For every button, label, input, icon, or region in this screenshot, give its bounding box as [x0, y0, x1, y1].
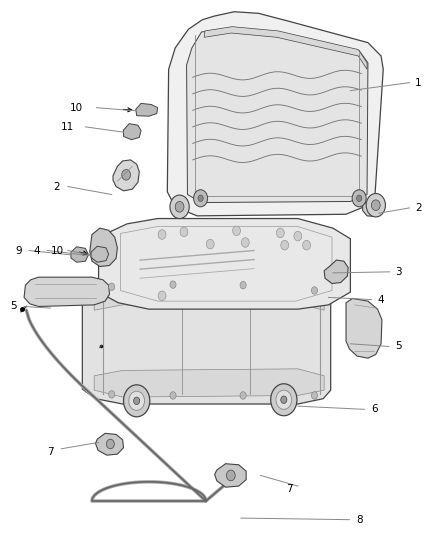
Text: 7: 7 — [286, 484, 293, 494]
Circle shape — [134, 397, 140, 405]
Circle shape — [109, 391, 115, 398]
Polygon shape — [124, 124, 141, 140]
Text: 10: 10 — [50, 246, 64, 255]
Circle shape — [124, 385, 150, 417]
Circle shape — [206, 239, 214, 249]
Polygon shape — [324, 260, 348, 284]
Circle shape — [226, 470, 235, 481]
Circle shape — [170, 195, 189, 219]
Text: 4: 4 — [378, 295, 385, 304]
Text: 10: 10 — [70, 103, 83, 112]
Text: 11: 11 — [61, 122, 74, 132]
Circle shape — [170, 281, 176, 288]
Circle shape — [276, 390, 292, 409]
Polygon shape — [99, 219, 350, 309]
Text: 2: 2 — [53, 182, 60, 191]
Text: 4: 4 — [34, 246, 41, 255]
Polygon shape — [91, 246, 109, 262]
Polygon shape — [113, 160, 139, 191]
Polygon shape — [90, 228, 117, 266]
Circle shape — [271, 384, 297, 416]
Polygon shape — [363, 195, 383, 216]
Text: 6: 6 — [371, 405, 378, 414]
Circle shape — [371, 200, 380, 211]
Circle shape — [180, 227, 188, 237]
Text: 3: 3 — [395, 267, 402, 277]
Circle shape — [170, 392, 176, 399]
Polygon shape — [94, 287, 324, 310]
Circle shape — [158, 291, 166, 301]
Text: 5: 5 — [10, 302, 17, 311]
Circle shape — [129, 391, 145, 410]
Text: 2: 2 — [415, 203, 422, 213]
Text: 5: 5 — [395, 342, 402, 351]
Circle shape — [106, 439, 114, 449]
Circle shape — [198, 195, 203, 201]
Polygon shape — [167, 12, 383, 216]
Polygon shape — [24, 277, 110, 306]
Polygon shape — [204, 27, 367, 69]
Circle shape — [352, 190, 366, 207]
Polygon shape — [95, 433, 124, 455]
Circle shape — [276, 228, 284, 238]
Circle shape — [241, 238, 249, 247]
Polygon shape — [71, 247, 88, 262]
Polygon shape — [82, 278, 331, 404]
Circle shape — [366, 193, 385, 217]
Circle shape — [357, 195, 362, 201]
Circle shape — [281, 396, 287, 403]
Circle shape — [311, 287, 318, 294]
Circle shape — [122, 169, 131, 180]
Polygon shape — [215, 464, 246, 487]
Circle shape — [294, 231, 302, 241]
Polygon shape — [187, 28, 368, 203]
Polygon shape — [136, 103, 158, 116]
Circle shape — [158, 230, 166, 239]
Circle shape — [194, 190, 208, 207]
Circle shape — [240, 392, 246, 399]
Circle shape — [311, 392, 318, 399]
Text: 7: 7 — [47, 447, 54, 457]
Circle shape — [303, 240, 311, 250]
Text: 1: 1 — [415, 78, 422, 87]
Polygon shape — [346, 298, 382, 358]
Text: 9: 9 — [15, 246, 22, 255]
Circle shape — [175, 201, 184, 212]
Circle shape — [233, 226, 240, 236]
Circle shape — [240, 281, 246, 289]
Circle shape — [109, 283, 115, 290]
Circle shape — [281, 240, 289, 250]
Text: 8: 8 — [356, 515, 363, 524]
Polygon shape — [94, 369, 324, 397]
